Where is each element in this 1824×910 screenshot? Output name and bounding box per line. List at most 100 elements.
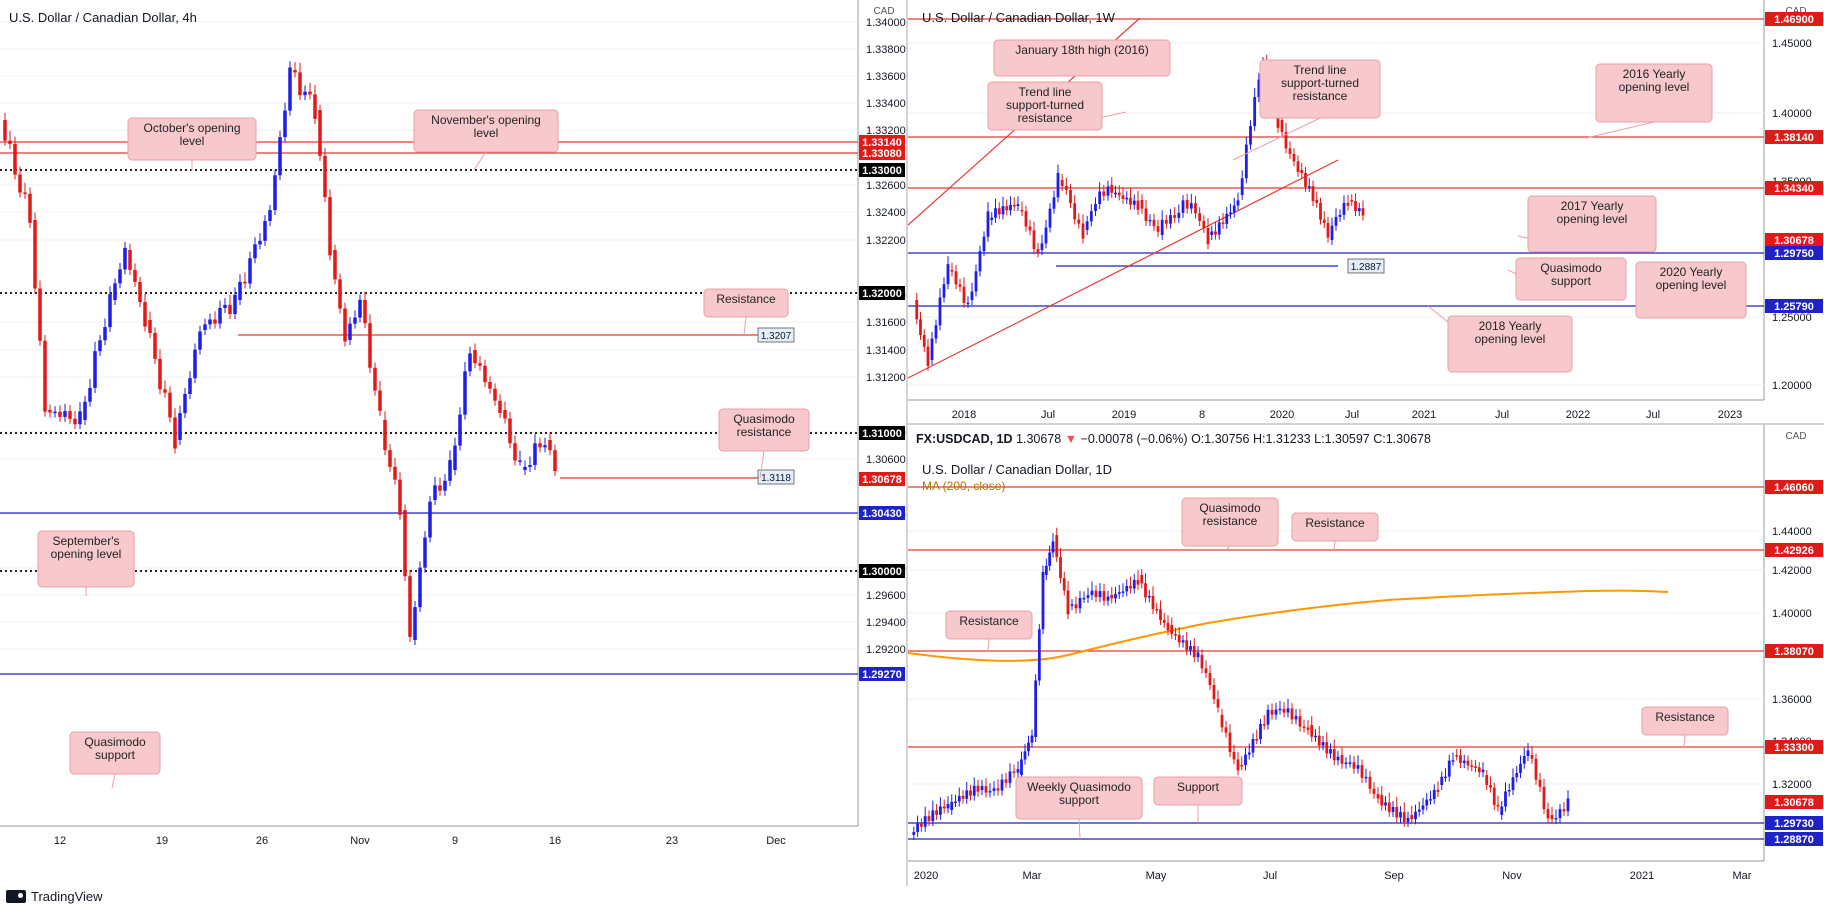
price-badge [859,426,905,440]
callout-pointer [473,151,487,171]
candle-body [962,286,966,303]
candle-body [1155,609,1159,611]
candle-body [1290,708,1294,720]
x-tick-label: Sep [1384,870,1404,882]
ohlc-l-label: L: [1314,432,1325,446]
candle-body [178,413,182,440]
x-tick-label: Dec [766,835,786,847]
candle-body [1098,591,1102,598]
candle-body [1085,221,1089,230]
candle-body [1247,752,1251,755]
candle-body [1282,708,1286,713]
price-tag [1347,258,1385,274]
callout-label: November's opening level [431,113,541,140]
candle-body [3,120,7,141]
panel-divider-vertical[interactable] [906,0,908,886]
candle-body [926,346,930,366]
candle-body [1447,760,1451,777]
candle-body [1066,590,1070,615]
callout-label-line: resistance [737,425,792,439]
candle-body [930,338,934,360]
candle-body [988,790,992,793]
candle-body [1174,634,1177,636]
callout-pointer [743,316,747,336]
candle-body [173,417,177,449]
chart-panel-weekly[interactable]: CAD1.450001.400001.350001.250001.2000020… [908,0,1824,423]
chart-canvas-weekly[interactable]: CAD1.450001.400001.350001.250001.2000020… [908,0,1824,423]
candle-body [1391,806,1395,812]
y-tick-label: 1.29600 [866,590,906,602]
candle-body [980,786,984,790]
candle-body [1177,212,1181,218]
candle-body [1240,178,1244,195]
candle-body [1296,161,1300,172]
tradingview-logo[interactable]: TradingView [6,889,103,904]
candle-body [1376,793,1380,799]
candle-body [942,806,946,809]
candle-body [1338,214,1342,217]
candle-body [353,317,357,324]
y-tick-label: 1.40000 [1772,608,1812,620]
candle-body [992,788,996,791]
callout-label-line: September's [53,534,120,548]
y-tick-label: 1.30600 [866,454,906,466]
price-badge [1765,795,1823,809]
callout-label-line: Trend line [1019,85,1072,99]
candle-body [1102,591,1106,601]
candle-body [1030,735,1034,743]
candle-body [533,443,537,466]
candle-body [1360,765,1364,778]
candle-body [970,291,974,300]
y-tick-label: 1.32400 [866,207,906,219]
callout-label-line: Resistance [959,614,1019,628]
candle-body [1356,765,1360,769]
callout-label: Resistance [716,292,776,306]
callout-label-line: resistance [1293,89,1348,103]
callout-pointer [111,773,116,789]
candle-body [48,410,52,413]
x-tick-label: 26 [256,835,268,847]
candle-body [1425,799,1429,806]
candle-body [188,378,192,395]
y-tick-label: 1.32600 [866,180,906,192]
candle-body [1562,809,1566,812]
candle-body [1354,201,1357,212]
candle-body [1232,205,1236,213]
candle-body [383,420,387,451]
x-tick-label: 12 [54,835,66,847]
candle-body [1395,806,1399,818]
candle-body [1387,802,1391,812]
candle-body [1129,197,1132,205]
candle-body [1280,120,1284,132]
candle-body [1372,788,1376,794]
candle-body [1200,655,1204,669]
candle-body [1132,580,1136,589]
chart-canvas-daily[interactable]: CAD1.440001.420001.400001.360001.340001.… [908,425,1824,886]
x-tick-label: 2022 [1566,409,1590,421]
candle-body [253,244,257,259]
candle-body [954,271,958,285]
candle-body [1162,619,1166,623]
candle-body [218,307,222,324]
candle-body [1217,222,1221,235]
candle-body [238,281,242,300]
candle-body [1481,769,1485,773]
callout-pointer [1683,734,1686,748]
y-tick-label: 1.29200 [866,644,906,656]
candle-body [1040,243,1044,250]
price-badge [859,286,905,300]
candle-body [1170,625,1174,635]
chart-panel-4h[interactable]: CAD 1.34000 1.33800 1.33600 1.33400 1.33200 1.… [0,0,906,886]
candle-body [378,390,382,411]
currency-label: CAD [1785,431,1806,442]
panel-divider-horizontal[interactable] [908,423,1824,425]
candle-body [1056,172,1060,198]
candle-body [1500,806,1504,815]
x-tick-label: Mar [1733,870,1752,882]
chart-panel-daily[interactable]: CAD1.440001.420001.400001.360001.340001.… [908,425,1824,886]
candle-body [1307,186,1311,188]
candle-body [1346,202,1350,206]
price-badge [1765,543,1823,557]
candle-body [1164,219,1168,224]
